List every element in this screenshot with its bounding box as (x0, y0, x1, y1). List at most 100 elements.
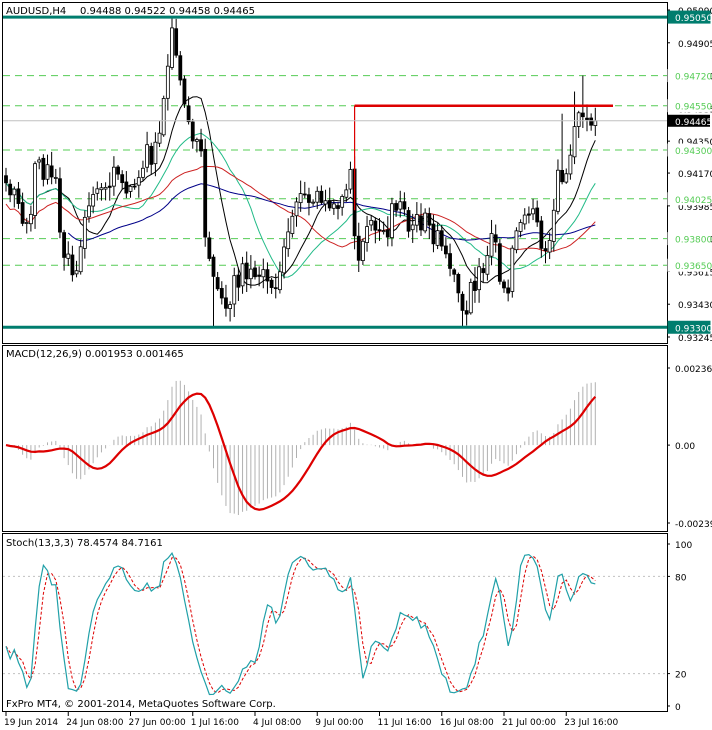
candle (16, 181, 21, 209)
price-panel[interactable] (2, 2, 668, 344)
level-label: 0.93300 (675, 324, 712, 334)
candle-body (452, 269, 457, 275)
candle-body (390, 203, 394, 239)
candle (535, 200, 540, 227)
candle (74, 260, 79, 278)
candle (253, 260, 257, 280)
candle-body (236, 274, 241, 288)
candle (551, 198, 556, 252)
candle-body (136, 177, 141, 186)
candle (410, 213, 415, 243)
candle-body (190, 121, 195, 142)
candle (53, 168, 58, 184)
moving-average-line-4 (67, 183, 596, 242)
level-label: 0.93800 (675, 236, 712, 246)
macd-panel[interactable] (2, 345, 668, 532)
time-tick-label: 21 Jul 00:00 (502, 718, 556, 728)
candle-body (406, 210, 411, 232)
level-label-box (667, 258, 711, 272)
candle (431, 214, 436, 253)
candle (186, 96, 191, 125)
candle (41, 154, 46, 187)
candle (560, 113, 564, 185)
candle-body (369, 219, 374, 226)
candle (149, 142, 154, 175)
candle (360, 238, 365, 265)
candle-body (340, 196, 345, 208)
candle-body (485, 255, 490, 275)
candle-body (45, 164, 50, 180)
candle-body (431, 223, 436, 245)
candle (261, 258, 266, 289)
candle-body (481, 268, 486, 274)
moving-average-line-3 (5, 165, 596, 253)
candle (82, 210, 87, 259)
price-tick-label: 0.93430 (678, 301, 712, 311)
candle-body (468, 282, 473, 314)
time-tick-label: 24 Jun 08:00 (66, 718, 123, 728)
candle-body (282, 246, 286, 274)
candle-body (269, 279, 274, 288)
candle (323, 189, 328, 212)
candle-body (203, 148, 208, 238)
candle-body (240, 263, 245, 287)
candle-body (257, 274, 262, 277)
candle-body (589, 117, 594, 126)
candle-body (78, 246, 83, 273)
candle (182, 75, 187, 108)
candle-body (423, 212, 428, 232)
candle (141, 160, 145, 181)
candle (58, 167, 62, 239)
candle-body (103, 187, 108, 190)
candle (49, 151, 54, 185)
candle (174, 18, 179, 58)
candle-body (145, 144, 150, 168)
candle-body (277, 271, 282, 291)
candle (99, 183, 104, 201)
candle (502, 279, 506, 293)
macd-tick-label: 0.002367 (675, 365, 712, 375)
candle-body (128, 185, 133, 192)
candle (493, 224, 498, 253)
candle-body (311, 201, 316, 204)
candle (33, 161, 37, 229)
candle (282, 238, 286, 279)
candle (518, 219, 523, 238)
candle (365, 215, 369, 252)
candle-body (560, 169, 564, 183)
candle-body (165, 65, 170, 99)
candle (406, 206, 411, 238)
candle-body (207, 237, 212, 259)
candle-body (576, 112, 581, 127)
time-tick-label: 19 Jun 2014 (4, 718, 58, 728)
candle (302, 181, 307, 199)
candle (136, 170, 141, 198)
candle (116, 164, 120, 180)
candle-body (16, 188, 21, 204)
macd-signal-line (5, 392, 597, 511)
candle-body (41, 157, 46, 180)
candle (473, 267, 477, 303)
candle (215, 271, 220, 291)
candle-body (522, 214, 527, 225)
candle-body (298, 193, 303, 204)
level-label-box (667, 99, 711, 113)
price-layer (3, 15, 667, 329)
candle (394, 200, 399, 217)
candle (203, 138, 208, 247)
candle-body (477, 266, 482, 291)
level-label-box (667, 320, 711, 334)
candle-body (28, 213, 33, 225)
level-label: 0.94550 (675, 103, 712, 113)
stochastic-panel[interactable] (2, 533, 668, 712)
candle (585, 104, 589, 132)
candle (199, 128, 203, 157)
candle (165, 54, 170, 111)
candle-body (228, 304, 233, 309)
candle (510, 245, 515, 298)
level-label: 0.94300 (675, 147, 712, 157)
candle-body (95, 188, 100, 194)
candle-body (182, 78, 187, 105)
candle-body (535, 207, 540, 223)
